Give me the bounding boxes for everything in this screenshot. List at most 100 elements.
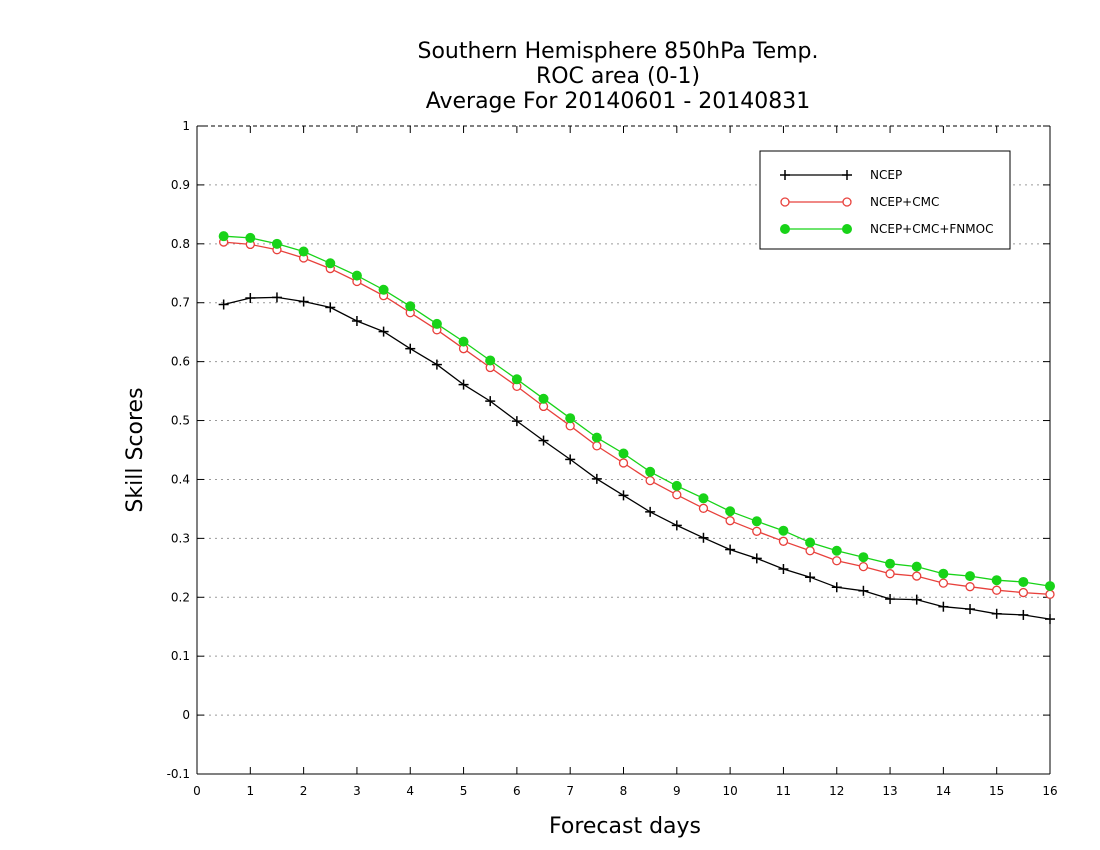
series-line-ncep-cmc-fnmoc xyxy=(223,235,1051,587)
x-tick-label-12: 12 xyxy=(829,784,844,798)
point-ncep-cmc-fnmoc-12 xyxy=(538,393,549,404)
point-ncep-cmc-fnmoc-26 xyxy=(911,561,922,572)
point-ncep-21 xyxy=(778,563,789,574)
point-ncep-cmc-fnmoc-9 xyxy=(458,336,469,347)
point-ncep-cmc-fnmoc-7 xyxy=(405,301,416,312)
point-ncep-cmc-fnmoc-5 xyxy=(351,270,362,281)
legend-marker-end-ncep-cmc xyxy=(842,197,852,207)
x-tick-label-16: 16 xyxy=(1042,784,1057,798)
point-ncep-cmc-16 xyxy=(645,475,655,486)
point-ncep-cmc-fnmoc-23 xyxy=(831,545,842,556)
y-tick-label-8: 0.7 xyxy=(171,296,190,310)
point-ncep-5 xyxy=(351,315,362,326)
x-tick-label-0: 0 xyxy=(193,784,201,798)
chart-title-block: Southern Hemisphere 850hPa Temp. ROC are… xyxy=(418,39,819,114)
point-ncep-cmc-22 xyxy=(805,546,815,556)
point-ncep-cmc-20 xyxy=(752,526,762,536)
y-tick-label-2: 0.1 xyxy=(171,649,190,663)
x-tick-label-5: 5 xyxy=(460,784,468,798)
point-ncep-8 xyxy=(431,359,442,370)
x-tick-label-4: 4 xyxy=(406,784,414,798)
chart-title-line-1: Southern Hemisphere 850hPa Temp. xyxy=(418,39,819,64)
x-tick-label-9: 9 xyxy=(673,784,681,798)
point-ncep-cmc-29 xyxy=(992,585,1002,595)
y-tick-label-9: 0.8 xyxy=(171,237,190,251)
y-tick-label-11: 1 xyxy=(182,119,190,133)
point-ncep-cmc-fnmoc-11 xyxy=(511,374,522,385)
point-ncep-22 xyxy=(805,572,816,583)
point-ncep-cmc-14 xyxy=(592,441,602,451)
point-ncep-cmc-23 xyxy=(832,556,842,566)
point-ncep-13 xyxy=(565,454,576,465)
x-tick-label-11: 11 xyxy=(776,784,791,798)
point-ncep-cmc-fnmoc-3 xyxy=(298,246,309,257)
point-ncep-cmc-fnmoc-4 xyxy=(325,258,336,269)
point-ncep-30 xyxy=(1018,609,1029,620)
x-tick-label-1: 1 xyxy=(246,784,254,798)
point-ncep-17 xyxy=(671,520,682,531)
point-ncep-0 xyxy=(218,299,229,310)
point-ncep-11 xyxy=(511,416,522,427)
point-ncep-cmc-fnmoc-2 xyxy=(271,238,282,249)
axis-layer: -0.100.10.20.30.40.50.60.70.80.910 1 2 3 4 5 6… xyxy=(167,119,1058,798)
series-layer xyxy=(218,231,1055,625)
point-ncep-9 xyxy=(458,379,469,390)
x-axis-title: Forecast days xyxy=(549,814,701,839)
point-ncep-cmc-fnmoc-21 xyxy=(778,525,789,536)
legend-marker-start-ncep-cmc-fnmoc xyxy=(780,224,790,234)
point-ncep-16 xyxy=(645,506,656,517)
x-tick-label-2: 2 xyxy=(300,784,308,798)
legend-marker-end-ncep xyxy=(842,170,852,180)
point-ncep-20 xyxy=(751,553,762,564)
point-ncep-cmc-fnmoc-24 xyxy=(858,552,869,563)
point-ncep-7 xyxy=(405,343,416,354)
series-line-ncep xyxy=(223,296,1051,620)
y-tick-label-7: 0.6 xyxy=(171,355,190,369)
x-tick-label-7: 7 xyxy=(566,784,574,798)
x-tick-label-14: 14 xyxy=(936,784,951,798)
legend-box xyxy=(759,150,1011,250)
y-tick-label-3: 0.2 xyxy=(171,590,190,604)
x-tick-label-3: 3 xyxy=(353,784,361,798)
point-ncep-1 xyxy=(245,293,256,304)
point-ncep-cmc-fnmoc-19 xyxy=(725,506,736,517)
point-ncep-23 xyxy=(831,582,842,593)
y-tick-label-4: 0.3 xyxy=(171,531,190,545)
point-ncep-cmc-21 xyxy=(778,536,789,546)
point-ncep-12 xyxy=(538,435,549,446)
legend-marker-start-ncep-cmc xyxy=(780,197,790,207)
point-ncep-cmc-fnmoc-17 xyxy=(671,480,682,491)
point-ncep-cmc-fnmoc-27 xyxy=(938,568,949,579)
point-ncep-cmc-fnmoc-1 xyxy=(245,232,256,243)
legend-marker-end-ncep-cmc-fnmoc xyxy=(842,224,852,234)
point-ncep-cmc-27 xyxy=(938,578,949,588)
legend-label-ncep-cmc-fnmoc: NCEP+CMC+FNMOC xyxy=(870,222,993,236)
point-ncep-27 xyxy=(938,601,949,612)
point-ncep-cmc-fnmoc-22 xyxy=(805,537,816,548)
point-ncep-cmc-fnmoc-10 xyxy=(485,355,496,366)
point-ncep-cmc-fnmoc-16 xyxy=(645,466,656,477)
point-ncep-cmc-31 xyxy=(1045,589,1055,599)
point-ncep-cmc-fnmoc-13 xyxy=(565,413,576,424)
x-tick-label-6: 6 xyxy=(513,784,521,798)
chart-title-line-2: ROC area (0-1) xyxy=(536,64,700,89)
point-ncep-cmc-26 xyxy=(912,571,922,581)
y-tick-label-6: 0.5 xyxy=(171,414,190,428)
x-tick-label-13: 13 xyxy=(882,784,897,798)
y-tick-label-0: -0.1 xyxy=(167,767,190,781)
point-ncep-cmc-28 xyxy=(965,582,975,592)
point-ncep-cmc-fnmoc-29 xyxy=(991,575,1002,586)
point-ncep-cmc-fnmoc-25 xyxy=(885,558,896,569)
chart-title-line-3: Average For 20140601 - 20140831 xyxy=(426,89,811,114)
point-ncep-cmc-fnmoc-6 xyxy=(378,284,389,295)
point-ncep-cmc-19 xyxy=(725,516,735,526)
point-ncep-24 xyxy=(858,585,869,596)
point-ncep-4 xyxy=(325,302,336,313)
point-ncep-2 xyxy=(271,292,282,303)
point-ncep-cmc-17 xyxy=(672,490,682,500)
point-ncep-cmc-fnmoc-18 xyxy=(698,493,709,504)
point-ncep-cmc-fnmoc-14 xyxy=(591,432,602,443)
point-ncep-cmc-fnmoc-20 xyxy=(751,516,762,527)
